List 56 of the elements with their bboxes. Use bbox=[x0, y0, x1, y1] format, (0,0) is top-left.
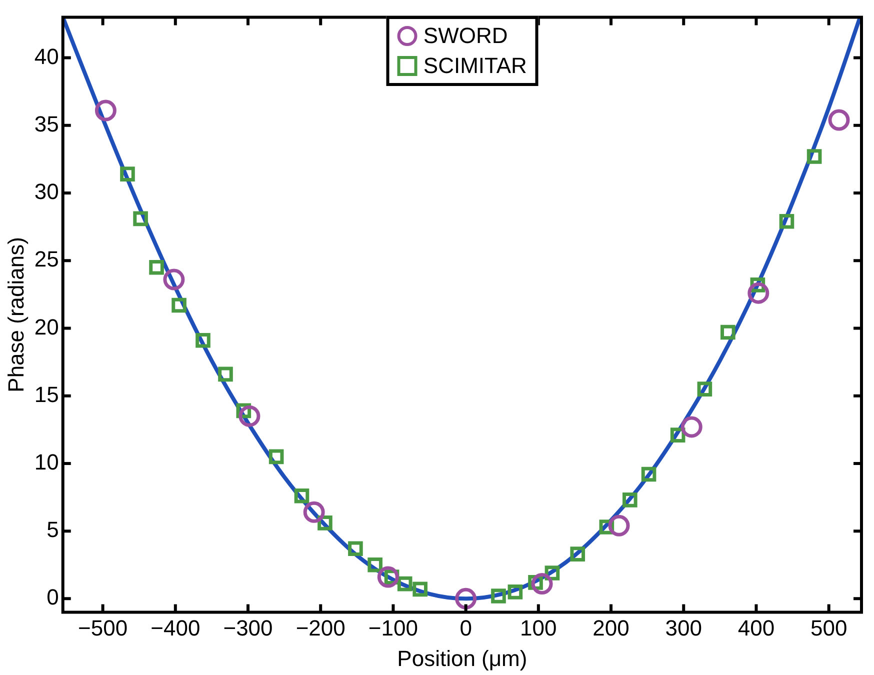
y-tick-label: 35 bbox=[34, 111, 59, 136]
y-tick-label: 40 bbox=[34, 44, 59, 69]
y-tick-label: 20 bbox=[34, 314, 59, 340]
point bbox=[748, 282, 770, 304]
point bbox=[120, 166, 135, 182]
x-tick-label: −100 bbox=[368, 615, 418, 640]
y-axis-title: Phase (radians) bbox=[3, 237, 28, 392]
point bbox=[149, 260, 164, 275]
point bbox=[172, 298, 186, 313]
point bbox=[397, 576, 412, 592]
point bbox=[608, 514, 630, 536]
y-tick-label: 15 bbox=[34, 382, 59, 407]
point bbox=[779, 214, 794, 229]
point bbox=[163, 268, 185, 290]
point bbox=[94, 100, 116, 122]
x-tick-label: −400 bbox=[150, 615, 200, 640]
y-tick-label: 10 bbox=[34, 450, 59, 475]
point bbox=[268, 449, 284, 464]
y-tick-label: 0 bbox=[46, 584, 59, 610]
point bbox=[303, 501, 325, 523]
point bbox=[491, 588, 506, 604]
point bbox=[641, 466, 656, 482]
x-tick-label: 100 bbox=[520, 615, 557, 640]
point bbox=[133, 211, 148, 226]
point bbox=[412, 582, 428, 597]
point bbox=[377, 566, 399, 588]
point bbox=[720, 324, 736, 340]
y-tick-label: 25 bbox=[34, 246, 59, 272]
point bbox=[348, 541, 363, 556]
y-tick-label: 30 bbox=[34, 179, 59, 204]
x-tick-label: −300 bbox=[223, 615, 273, 640]
point bbox=[294, 488, 310, 504]
point bbox=[570, 546, 586, 562]
x-tick-label: 0 bbox=[460, 615, 472, 640]
point bbox=[455, 588, 477, 610]
x-tick-label: 500 bbox=[810, 615, 848, 640]
x-tick-label: 200 bbox=[592, 615, 630, 640]
x-tick-label: −500 bbox=[78, 615, 128, 640]
point bbox=[218, 366, 233, 382]
point bbox=[680, 416, 702, 438]
x-tick-label: 400 bbox=[738, 615, 775, 640]
point bbox=[196, 332, 210, 348]
point bbox=[238, 405, 260, 427]
point bbox=[828, 109, 850, 131]
legend-label: SWORD bbox=[423, 22, 508, 50]
point bbox=[531, 573, 553, 595]
point bbox=[622, 492, 638, 508]
x-tick-label: 300 bbox=[665, 615, 702, 640]
point bbox=[368, 557, 382, 572]
point bbox=[697, 382, 712, 396]
y-tick-label: 5 bbox=[46, 517, 59, 542]
legend-label: SCIMITAR bbox=[423, 52, 527, 80]
x-tick-label: −200 bbox=[296, 615, 346, 640]
point bbox=[508, 584, 523, 600]
x-axis-title: Position (μm) bbox=[397, 646, 528, 671]
point bbox=[806, 149, 822, 164]
